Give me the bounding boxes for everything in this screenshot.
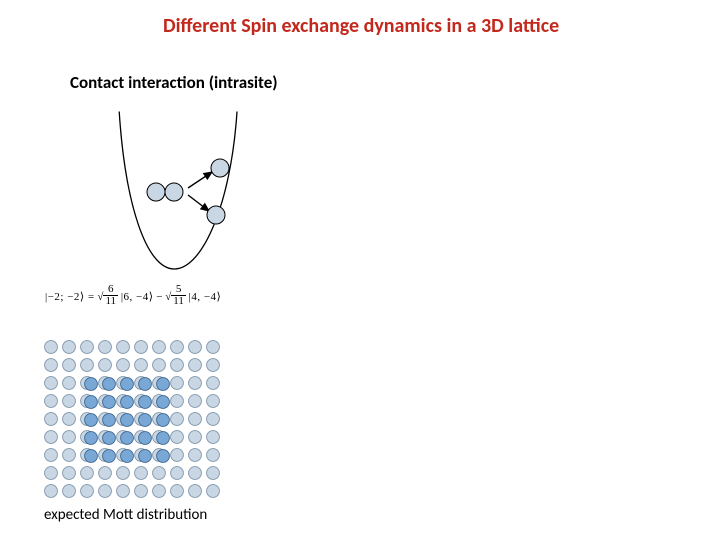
formula-sqrt1: 611 [97,291,118,303]
slide-stage: Different Spin exchange dynamics in a 3D… [0,0,720,540]
formula-lhs: |−2; −2⟩ = [45,291,95,303]
mott-lattice-svg [38,334,226,504]
formula-ket2: |4, −4⟩ [189,291,222,303]
formula-sqrt2: 511 [165,291,186,303]
potential-well-diagram [85,108,275,283]
mott-lattice [38,334,226,504]
section-heading: Contact interaction (intrasite) [70,72,278,93]
potential-well-svg [85,108,275,283]
formula-minus: − [156,291,165,303]
formula-ket1: |6, −4⟩ [121,291,154,303]
lattice-caption: expected Mott distribution [44,506,207,524]
state-formula: |−2; −2⟩ = 611 |6, −4⟩ − 511 |4, −4⟩ [45,286,221,309]
slide-title: Different Spin exchange dynamics in a 3D… [163,14,559,38]
